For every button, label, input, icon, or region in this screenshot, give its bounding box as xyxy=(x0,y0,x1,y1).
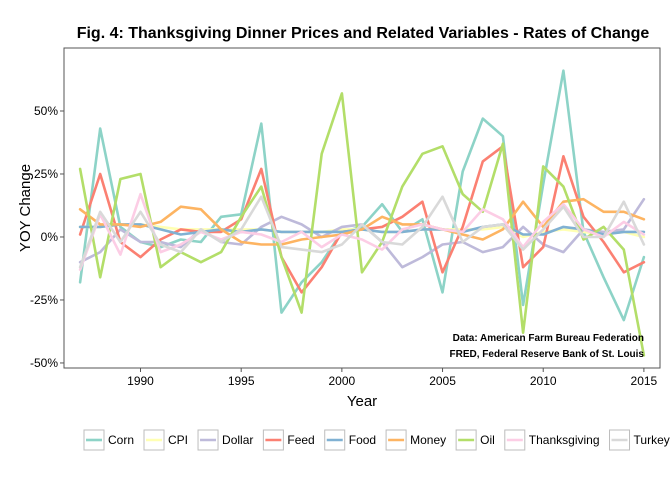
legend-label: Thanksgiving xyxy=(529,433,600,447)
x-tick-label: 2015 xyxy=(631,374,658,388)
legend-item-oil: Oil xyxy=(455,429,495,451)
legend-label: Food xyxy=(349,433,376,447)
legend-label: Feed xyxy=(287,433,314,447)
x-tick-label: 1990 xyxy=(127,374,154,388)
series-line-thanksgiving xyxy=(78,192,646,272)
y-tick-label: 50% xyxy=(34,104,58,118)
x-tick-label: 2010 xyxy=(530,374,557,388)
series-line-corn xyxy=(78,69,646,322)
legend-item-cpi: CPI xyxy=(143,429,188,451)
legend-item-food: Food xyxy=(324,429,376,451)
x-tick-label: 1995 xyxy=(228,374,255,388)
y-tick-label: 0% xyxy=(41,230,59,244)
y-tick-label: 25% xyxy=(34,167,58,181)
series-line-oil xyxy=(78,92,646,357)
x-tick-label: 2000 xyxy=(329,374,356,388)
legend-label: Oil xyxy=(480,433,495,447)
series-line-money xyxy=(78,197,646,246)
x-axis-title: Year xyxy=(347,393,377,410)
legend-label: Corn xyxy=(108,433,134,447)
legend-item-dollar: Dollar xyxy=(197,429,253,451)
x-tick-label: 2005 xyxy=(429,374,456,388)
legend-item-money: Money xyxy=(385,429,446,451)
legend-label: Turkey xyxy=(634,433,670,447)
legend-item-thanksgiving: Thanksgiving xyxy=(504,429,600,451)
y-tick-label: -50% xyxy=(30,356,58,370)
y-axis-title: YOY Change xyxy=(17,164,34,252)
y-axis: -50% -25% 0% 25% 50% xyxy=(30,104,64,370)
legend-label: Dollar xyxy=(222,433,253,447)
y-tick-label: -25% xyxy=(30,293,58,307)
chart-title: Fig. 4: Thanksgiving Dinner Prices and R… xyxy=(77,25,650,42)
annotation-source-2: FRED, Federal Reserve Bank of St. Louis xyxy=(450,349,645,360)
legend-label: Money xyxy=(410,433,446,447)
legend-label: CPI xyxy=(168,433,188,447)
annotation-source-1: Data: American Farm Bureau Federation xyxy=(453,333,644,344)
legend-item-feed: Feed xyxy=(262,429,315,451)
x-axis: 1990 1995 2000 2005 2010 2015 xyxy=(127,368,658,388)
legend-item-turkey: Turkey xyxy=(609,429,670,451)
legend: Corn CPI Dollar Feed Food Money Oil Thanksgivin… xyxy=(83,429,670,451)
legend-item-corn: Corn xyxy=(83,429,134,451)
series-line-turkey xyxy=(78,195,646,269)
series-layer xyxy=(78,69,646,357)
